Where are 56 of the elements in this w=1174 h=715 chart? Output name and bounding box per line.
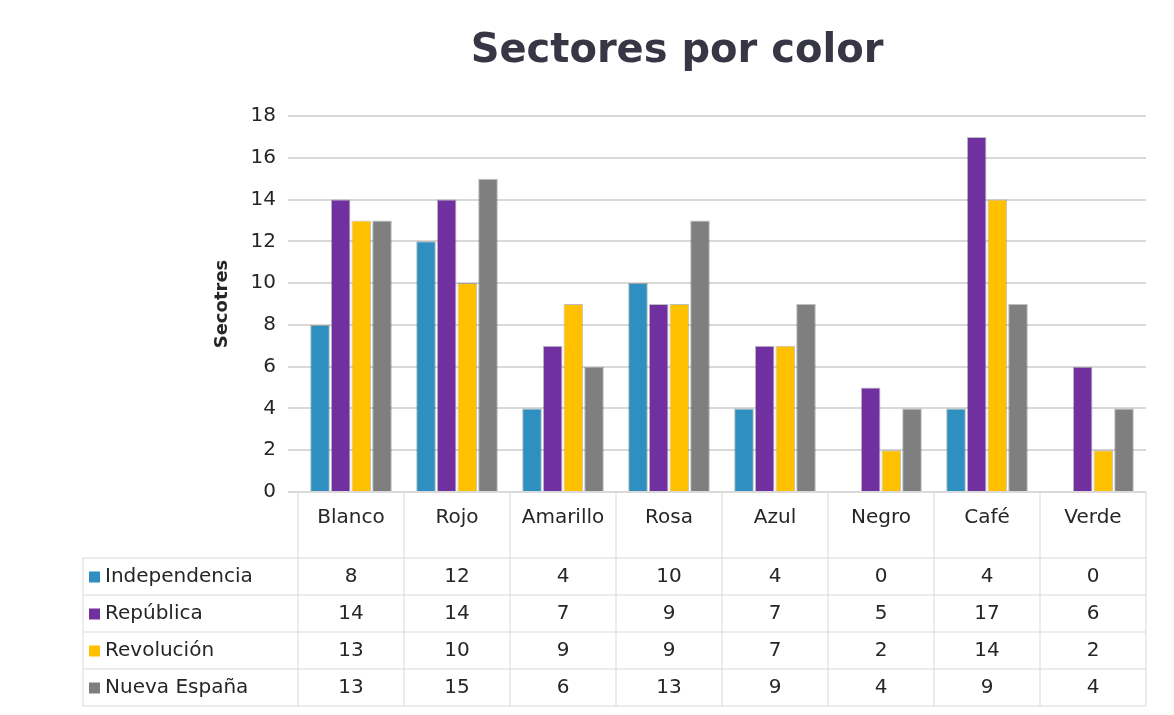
y-tick-label: 14 <box>250 185 276 210</box>
data-label: 7 <box>768 599 782 624</box>
legend-label: Independencia <box>105 562 253 587</box>
data-label: 9 <box>768 673 782 698</box>
y-tick-label: 8 <box>263 311 276 336</box>
x-tick-label: Negro <box>851 504 911 529</box>
legend-label: Revolución <box>105 636 215 661</box>
data-label: 8 <box>344 562 358 587</box>
data-label: 12 <box>444 562 470 587</box>
x-tick-label: Blanco <box>317 504 385 529</box>
data-label: 15 <box>444 673 470 698</box>
data-label: 7 <box>768 636 782 661</box>
data-label: 13 <box>338 673 364 698</box>
y-tick-label: 10 <box>250 269 276 294</box>
data-label: 14 <box>338 599 364 624</box>
y-tick-label: 4 <box>263 394 276 419</box>
data-label: 14 <box>444 599 470 624</box>
data-label: 17 <box>974 599 1000 624</box>
x-tick-label: Azul <box>753 504 797 529</box>
y-tick-label: 12 <box>250 227 276 252</box>
y-tick-label: 2 <box>263 436 276 461</box>
data-label: 7 <box>556 599 570 624</box>
data-label: 2 <box>874 636 888 661</box>
data-label: 0 <box>1086 562 1100 587</box>
data-label: 5 <box>874 599 888 624</box>
data-label: 0 <box>874 562 888 587</box>
data-label: 10 <box>444 636 470 661</box>
data-label: 10 <box>656 562 682 587</box>
x-tick-label: Rojo <box>435 504 479 529</box>
data-label: 4 <box>1086 673 1100 698</box>
data-label: 9 <box>662 636 676 661</box>
y-tick-label: 0 <box>263 478 276 503</box>
x-tick-label: Amarillo <box>521 504 605 529</box>
data-label: 14 <box>974 636 1000 661</box>
legend-label: Nueva España <box>105 673 249 698</box>
data-label: 4 <box>980 562 994 587</box>
data-label: 9 <box>662 599 676 624</box>
chart-title: Sectores por color <box>470 25 884 72</box>
x-tick-label: Rosa <box>645 504 693 529</box>
data-label: 6 <box>1086 599 1100 624</box>
x-tick-label: Café <box>964 504 1010 529</box>
data-label: 4 <box>874 673 888 698</box>
data-label: 9 <box>556 636 570 661</box>
data-label: 6 <box>556 673 570 698</box>
data-label: 4 <box>768 562 782 587</box>
x-tick-label: Verde <box>1064 504 1122 529</box>
y-tick-label: 6 <box>263 352 276 377</box>
y-axis-title: Secotres <box>210 259 232 349</box>
legend-label: República <box>105 599 203 624</box>
data-label: 2 <box>1086 636 1100 661</box>
data-label: 9 <box>980 673 994 698</box>
y-tick-label: 18 <box>250 102 276 127</box>
data-label: 13 <box>656 673 682 698</box>
data-label: 13 <box>338 636 364 661</box>
data-label: 4 <box>556 562 570 587</box>
y-tick-label: 16 <box>250 143 276 168</box>
